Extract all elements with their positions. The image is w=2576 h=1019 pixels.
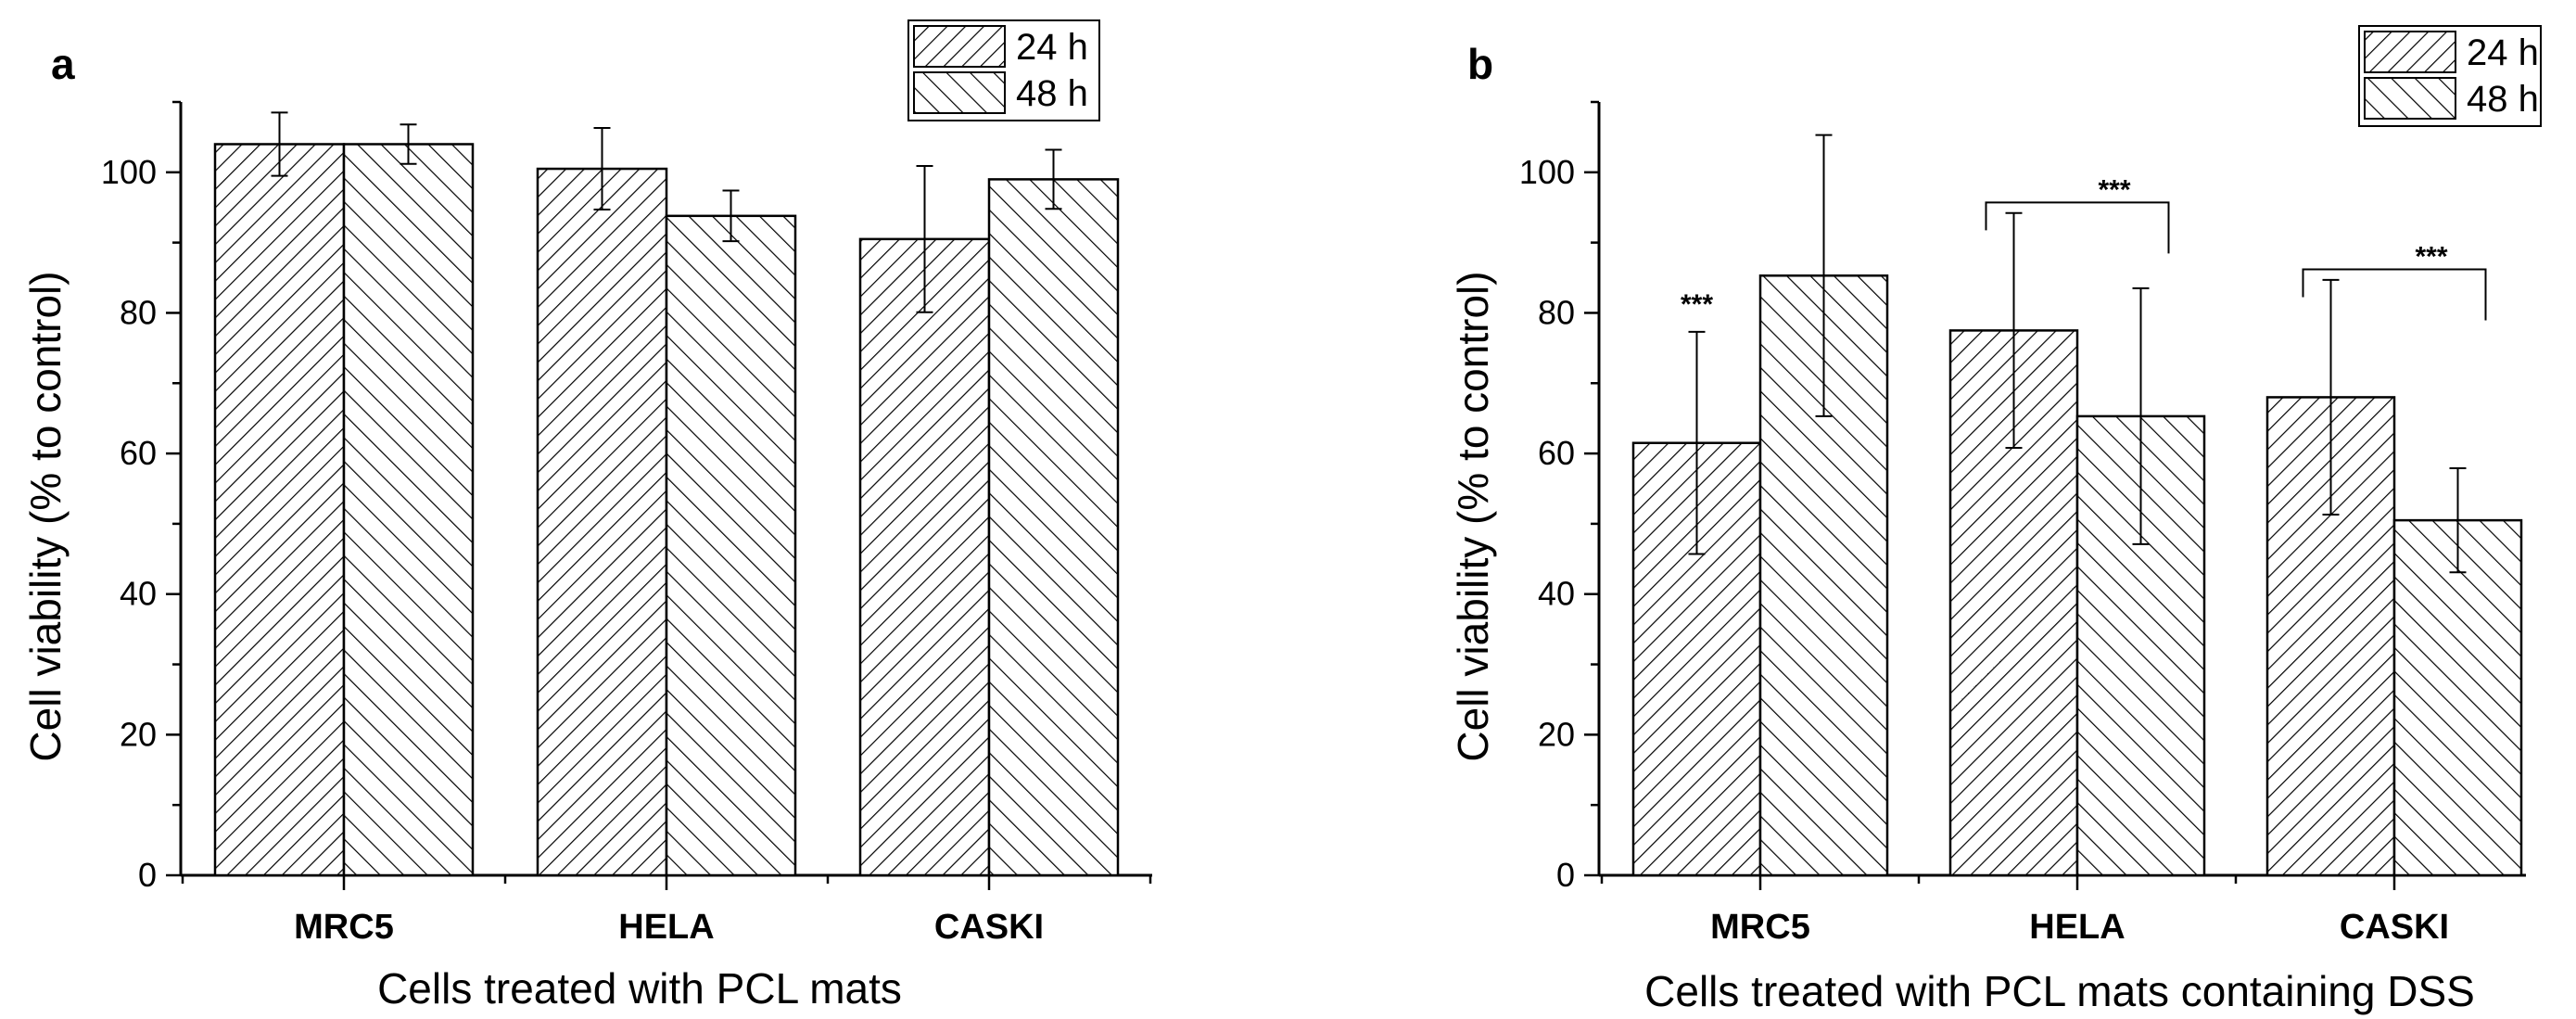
y-tick-label: 60 [1538,434,1575,472]
legend-label: 24 h [1016,27,1088,68]
panel-letter: b [1467,40,1493,88]
y-tick-label: 100 [101,153,157,191]
bar-mrc5-24h [213,143,346,877]
significance-label: *** [2415,241,2447,272]
panel-a: a 0 20 40 60 80 100 Cell viability (% to contro… [21,19,1152,1013]
bar-mrc5-48h [342,143,475,877]
category-label: MRC5 [1710,908,1810,947]
y-tick-label: 0 [1556,856,1575,894]
y-tick-label: 20 [1538,715,1575,753]
panel-b: b 0 20 40 60 80 100 Cell viability (% to contro… [1449,25,2542,1015]
panel-letter: a [51,40,75,88]
bar-hela-48h [665,214,797,877]
legend-swatch [913,71,1006,114]
y-tick-label: 100 [1519,153,1575,191]
x-axis-title: Cells treated with PCL mats containing D… [1644,967,2475,1015]
y-tick-label: 80 [1538,293,1575,331]
y-tick-label: 40 [1538,575,1575,613]
bar-caski-24h [858,237,991,877]
significance-label: *** [1681,289,1713,320]
legend-label: 48 h [1016,73,1088,114]
bar-caski-48h [987,178,1120,877]
category-label: MRC5 [294,908,394,947]
legend: 24 h 48 h [907,19,1100,121]
y-tick-label: 0 [138,856,157,894]
y-tick-label: 40 [120,575,157,613]
significance-bracket [2302,268,2487,321]
legend: 24 h 48 h [2358,25,2542,127]
legend-swatch [2364,31,2456,73]
category-label: HELA [2029,908,2125,947]
significance-bracket [1985,201,2170,254]
y-tick-label: 60 [120,434,157,472]
legend-label: 24 h [2467,32,2539,73]
category-label: CASKI [934,908,1044,947]
legend-swatch [913,25,1006,68]
legend-swatch [2364,77,2456,120]
significance-label: *** [2098,174,2130,205]
category-label: HELA [618,908,714,947]
bar-caski-48h [2392,518,2523,877]
bar-hela-24h [536,167,668,877]
y-tick-label: 80 [120,293,157,331]
y-axis-title: Cell viability (% to control) [21,271,70,761]
y-axis-title: Cell viability (% to control) [1449,271,1497,761]
category-label: CASKI [2340,908,2449,947]
y-tick-label: 20 [120,715,157,753]
legend-label: 48 h [2467,79,2539,120]
x-axis-title: Cells treated with PCL mats [377,964,902,1013]
